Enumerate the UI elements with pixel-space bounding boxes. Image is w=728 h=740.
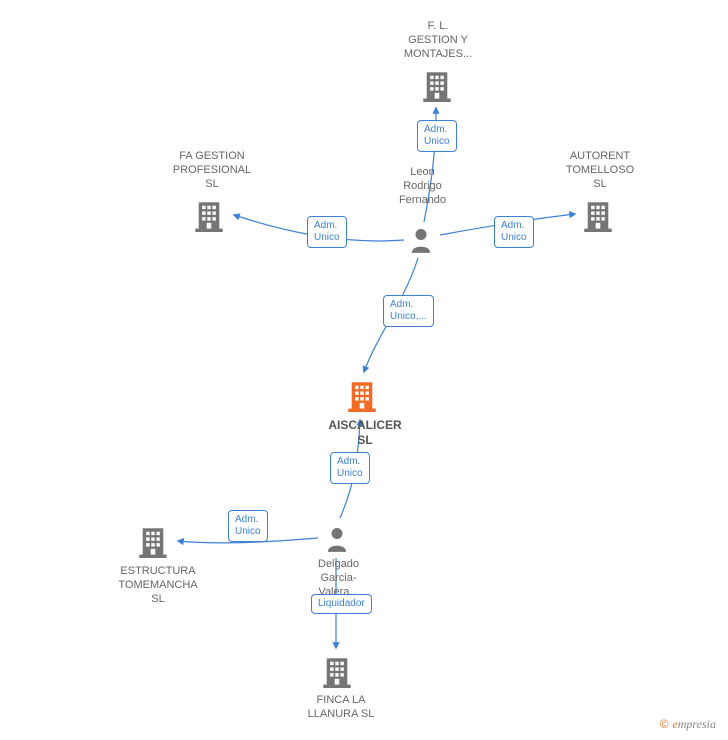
edge-badge[interactable]: Adm. Unico xyxy=(330,452,370,484)
brand-rest: mpresia xyxy=(678,717,716,731)
edge-badge[interactable]: Adm. Unico xyxy=(228,510,268,542)
building-icon[interactable] xyxy=(584,200,612,232)
edge-badge[interactable]: Liquidador xyxy=(311,594,372,614)
edge-badge[interactable]: Adm. Unico xyxy=(307,216,347,248)
node-label: AUTORENT TOMELLOSO SL xyxy=(555,150,645,191)
edge-badge[interactable]: Adm. Unico,... xyxy=(383,295,434,327)
node-label: FINCA LA LLANURA SL xyxy=(296,694,386,722)
node-label: Leon Rodrigo Fernando xyxy=(390,166,455,207)
edge-badge[interactable]: Adm. Unico xyxy=(417,120,457,152)
edge-badge[interactable]: Adm. Unico xyxy=(494,216,534,248)
node-label: FA GESTION PROFESIONAL SL xyxy=(162,150,262,191)
building-icon[interactable] xyxy=(348,380,376,412)
node-label: AISCALICER SL xyxy=(320,418,410,448)
person-icon[interactable] xyxy=(326,526,348,552)
edges-layer xyxy=(0,0,728,740)
building-icon[interactable] xyxy=(423,70,451,102)
copyright: ©empresia xyxy=(660,717,716,732)
diagram-stage: F. L. GESTION Y MONTAJES... FA GESTION P… xyxy=(0,0,728,740)
person-icon[interactable] xyxy=(410,227,432,253)
node-label: ESTRUCTURA TOMEMANCHA SL xyxy=(108,565,208,606)
building-icon[interactable] xyxy=(195,200,223,232)
node-label: F. L. GESTION Y MONTAJES... xyxy=(398,20,478,61)
copyright-symbol: © xyxy=(660,717,669,731)
building-icon[interactable] xyxy=(139,526,167,558)
building-icon[interactable] xyxy=(323,656,351,688)
